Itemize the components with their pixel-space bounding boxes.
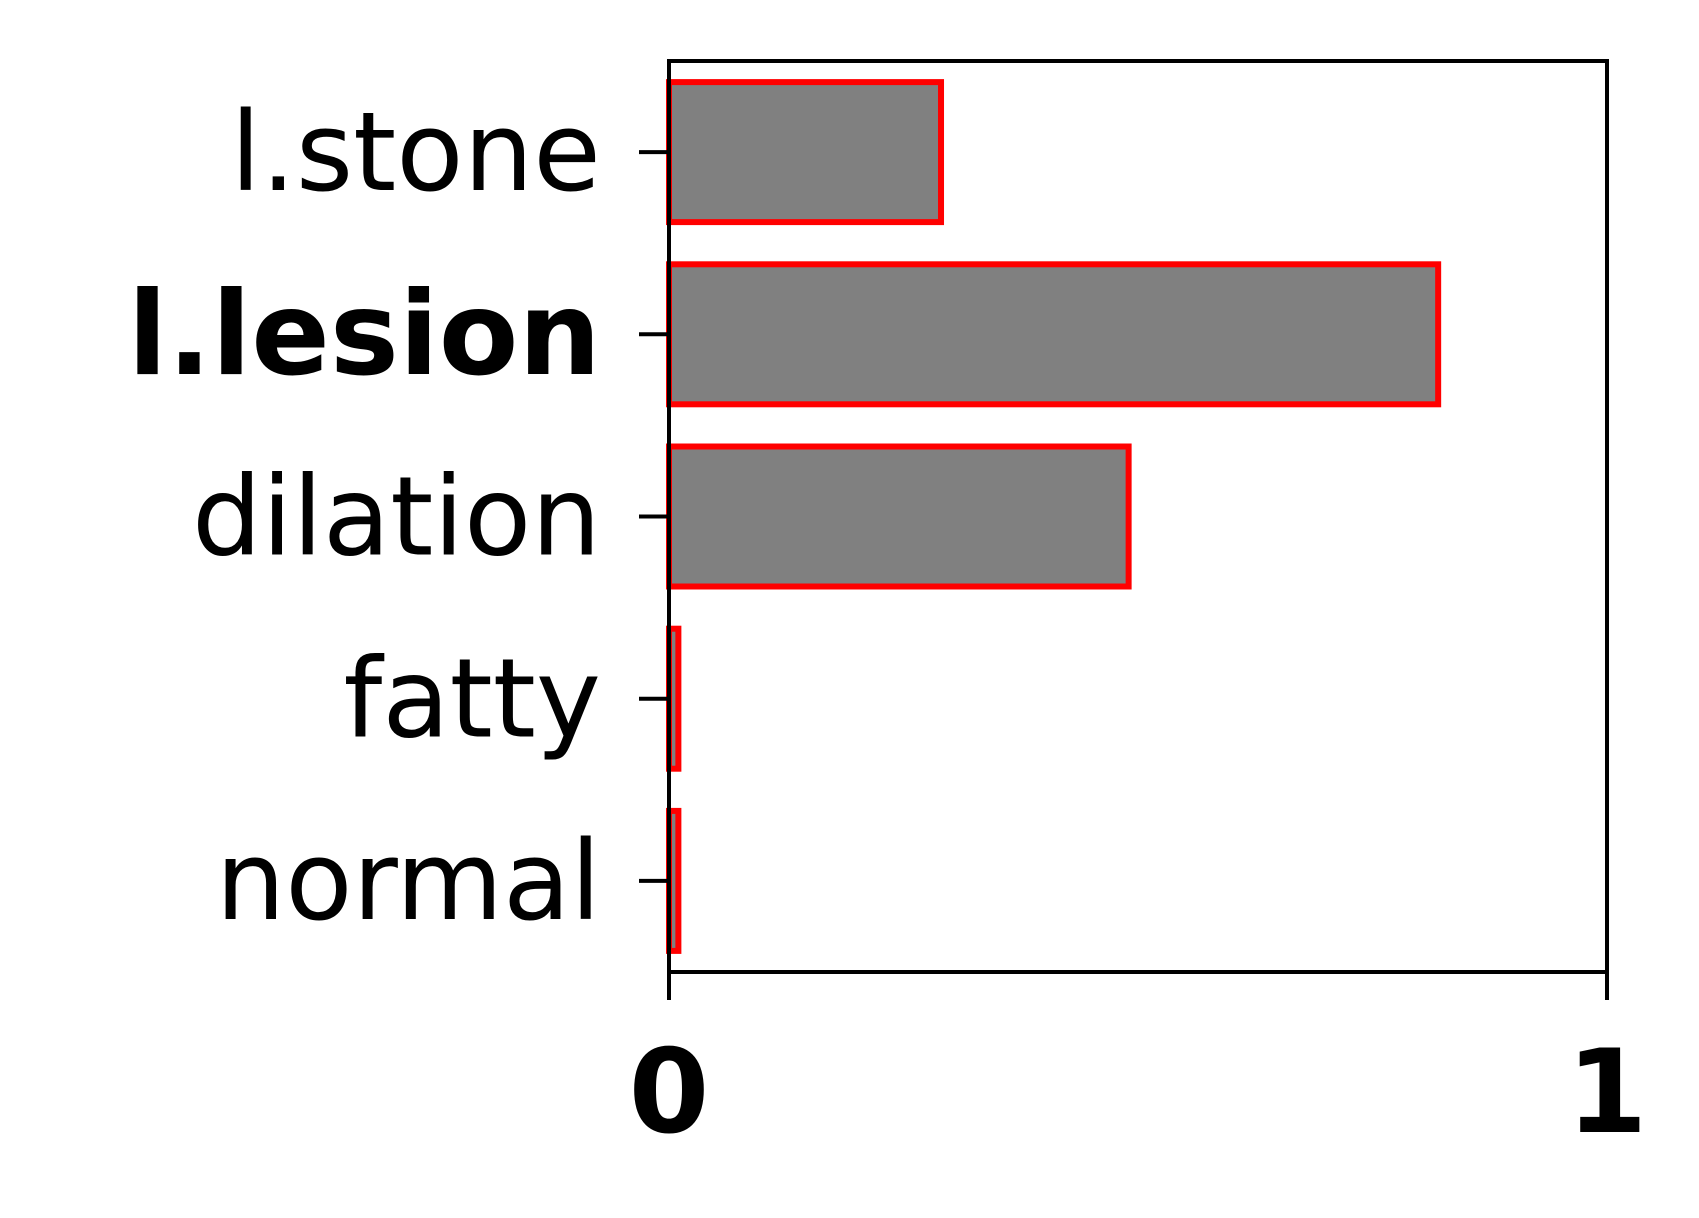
bar (666, 443, 1132, 590)
bar (666, 261, 1442, 408)
y-tick-label: l.stone (230, 88, 601, 216)
y-tick-label: dilation (192, 453, 601, 581)
bars-layer (666, 79, 1442, 954)
y-axis: l.stone l.lesion dilation fatty normal (128, 88, 669, 945)
bar (666, 79, 945, 226)
y-tick-label: fatty (344, 635, 602, 763)
x-tick-label: 1 (1567, 1025, 1648, 1160)
y-tick-label: l.lesion (128, 267, 601, 402)
y-tick-label: normal (216, 817, 601, 945)
x-tick-label: 0 (629, 1025, 710, 1160)
